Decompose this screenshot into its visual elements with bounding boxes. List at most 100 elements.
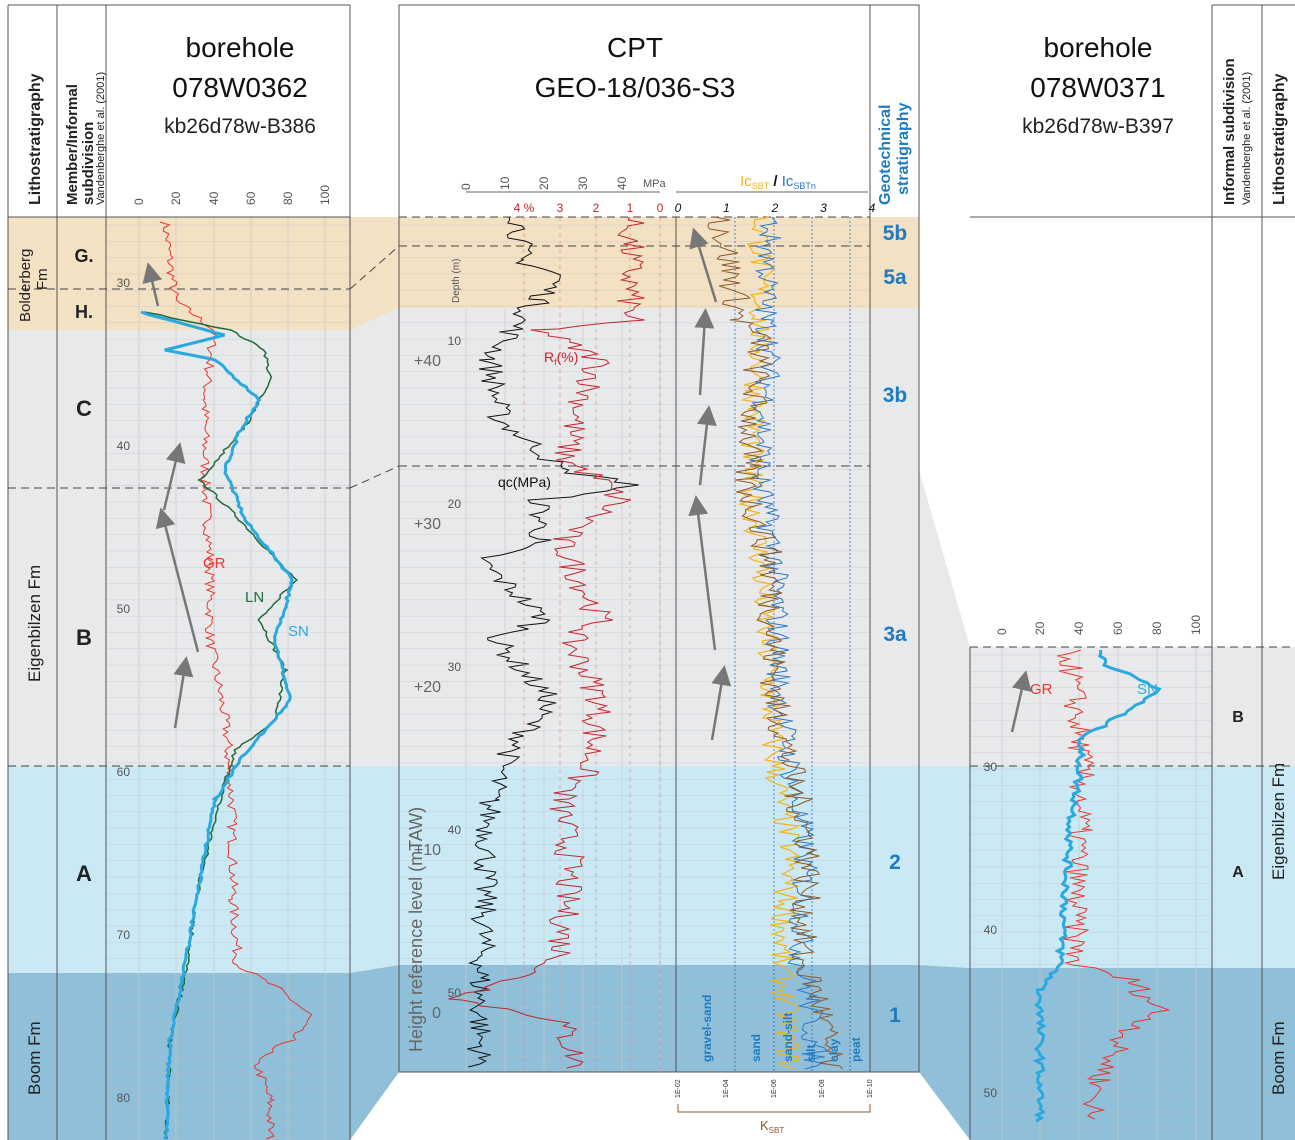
member-a: A (76, 861, 92, 886)
arrow-right-1 (1010, 670, 1032, 733)
zone-eig-upper-cpt (399, 308, 919, 766)
connector-right-boom (919, 965, 970, 1140)
gr-curve-left (159, 221, 313, 1140)
soil-class-1: sand (749, 1034, 763, 1062)
header-informal-ref-right: Vandenberghe et al. (2001) (1241, 72, 1253, 205)
cpt-height-1: +30 (414, 516, 441, 533)
unit-5a: 5a (883, 266, 907, 289)
rf-tick-4: 0 (657, 201, 664, 215)
arrow-left-2 (162, 442, 186, 511)
k-label-sub: SBT (769, 1126, 785, 1135)
ic-title: IcSBT / IcSBTn (740, 173, 816, 191)
soil-class-5: peat (849, 1037, 863, 1062)
cpt-height-4: 0 (432, 1005, 441, 1022)
right-depth-2: 50 (984, 1086, 998, 1100)
log-curves (140, 216, 1171, 1140)
cpt-depth-3: 40 (448, 823, 462, 837)
sn-curve-left (140, 310, 294, 1140)
cpt-labels: Depth (m) 10 20 30 40 50 +40 +30 +20 +10 0 Heigh… (406, 222, 907, 1135)
ic-tick-4: 4 (869, 201, 876, 215)
qc-tick-4: 40 (615, 176, 629, 190)
connector-right-lower (919, 766, 970, 968)
cpt-height-3: +10 (414, 842, 441, 859)
left-borehole-code: kb26d78w-B386 (164, 115, 316, 138)
left-depth-0: 30 (117, 276, 131, 290)
qc-curve-label: qc(MPa) (498, 474, 551, 490)
left-labels: G. H. C B A Bolderberg Fm Eigenbilzen Fm… (17, 246, 309, 1095)
rf-curve-label: Rf(%) (544, 349, 578, 367)
ic-tick-2: 2 (771, 201, 779, 215)
connector-right-upper (919, 470, 970, 766)
ic-sbt-label: Ic (740, 173, 752, 190)
sn-curve-right (1032, 649, 1162, 1123)
rf-tick-3: 1 (627, 201, 634, 215)
arrow-mid-5 (710, 665, 732, 741)
label-gr-left: GR (203, 555, 226, 572)
zone-bolderberg-cpt (399, 217, 919, 308)
right-tick-2: 40 (1072, 621, 1086, 635)
cpt-height-0: +40 (414, 353, 441, 370)
soil-class-0: gravel-sand (700, 995, 714, 1062)
rf-tick-1: 3 (557, 201, 564, 215)
ic-sbt-sub: SBT (752, 181, 770, 191)
soil-class-labels: gravel-sand sand sand-silt silt clay peat (700, 995, 863, 1062)
formation-eigenbilzen-right: Eigenbilzen Fm (1269, 763, 1288, 880)
gr-curve-right (1057, 649, 1171, 1120)
soil-class-4: clay (827, 1038, 841, 1062)
unit-3b: 3b (883, 384, 908, 407)
rf-label-main: R (544, 349, 554, 365)
right-tick-3: 60 (1111, 621, 1125, 635)
left-depth-ticks: 30 40 50 60 70 80 (117, 276, 131, 1105)
cpt-depth-0: 10 (448, 334, 462, 348)
label-sn-right: SN (1137, 681, 1158, 698)
formation-bolderberg-b: Fm (34, 268, 51, 290)
right-depth-0: 30 (984, 760, 998, 774)
label-ln-left: LN (245, 589, 264, 606)
geotech-header-2: stratigraphy (895, 102, 912, 195)
formation-boom-left: Boom Fm (25, 1021, 44, 1095)
right-borehole-title: borehole (1044, 32, 1153, 63)
right-header: borehole 078W0371 kb26d78w-B397 Informal… (984, 32, 1288, 1100)
header-lithostratigraphy-left: Lithostratigraphy (27, 73, 44, 205)
header-lithostratigraphy-right: Lithostratigraphy (1271, 73, 1288, 205)
rf-scale-ticks: 4 % 3 2 1 0 (514, 201, 664, 215)
cpt-height-ticks: +40 +30 +20 +10 0 (414, 353, 441, 1022)
ic-sep: / (769, 173, 782, 190)
right-tick-5: 100 (1189, 615, 1203, 635)
arrow-mid-4 (688, 495, 717, 651)
geotech-header-1: Geotechnical (877, 105, 894, 205)
soil-class-2: sand-silt (781, 1013, 795, 1062)
k-label: KSBT (760, 1118, 784, 1135)
zone-boom-right (970, 968, 1295, 1140)
geotechnical-unit-labels: 5b 5a 3b 3a 2 1 (883, 222, 908, 1027)
rf-tick-2: 2 (593, 201, 600, 215)
member-g: G. (74, 246, 93, 266)
k-tick-3: 1E-08 (819, 1079, 826, 1098)
header-member-ref: Vandenberghe et al. (2001) (95, 72, 107, 205)
panel-frames (7, 4, 1295, 1140)
left-scale-ticks: 0 20 40 60 80 100 (132, 185, 332, 205)
left-tick-2: 40 (207, 191, 221, 205)
connector-bolderberg (350, 217, 399, 330)
cpt-depth-1: 20 (448, 497, 462, 511)
trend-arrows (142, 227, 1032, 741)
zone-eig-lower-cpt (399, 766, 919, 965)
qc-tick-3: 30 (576, 176, 590, 190)
arrow-mid-3 (696, 405, 717, 486)
connector-eig-lower (350, 766, 399, 973)
arrow-left-1 (142, 262, 163, 307)
left-borehole-title: borehole (186, 32, 295, 63)
cpt-height-2: +20 (414, 679, 441, 696)
label-gr-right: GR (1030, 681, 1053, 698)
left-depth-2: 50 (117, 602, 131, 616)
right-scale-ticks: 0 20 40 60 80 100 (995, 615, 1203, 635)
right-tick-0: 0 (995, 628, 1009, 635)
qc-tick-1: 10 (498, 176, 512, 190)
ic-scale-ticks: 0 1 2 3 4 (675, 201, 876, 215)
zone-boom-cpt (399, 965, 919, 1072)
arrow-left-4 (173, 656, 194, 729)
qc-tick-2: 20 (537, 176, 551, 190)
rf-tick-0: 4 % (514, 201, 535, 215)
depth-axis-label: Depth (m) (451, 259, 462, 303)
zone-eigenbilzen-lower-left (8, 766, 350, 973)
